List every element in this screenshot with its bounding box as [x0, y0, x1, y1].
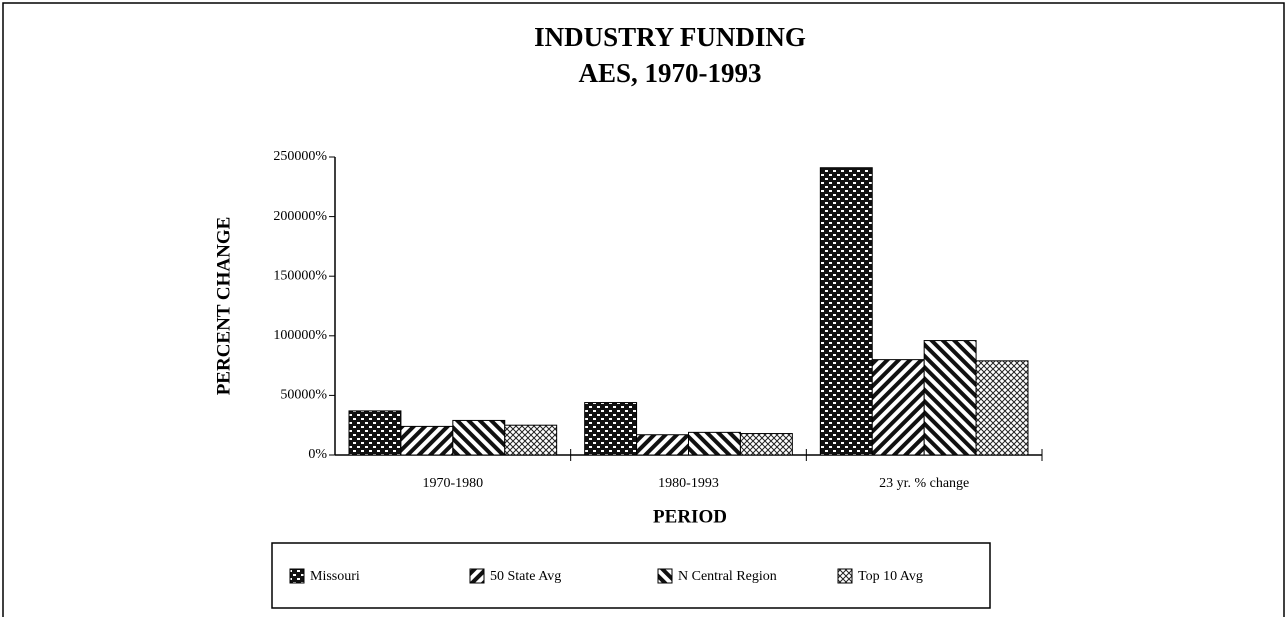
bar — [452, 419, 506, 456]
bar — [348, 410, 402, 456]
bar — [400, 425, 454, 456]
legend-swatch — [469, 568, 485, 584]
legend-box — [271, 542, 991, 609]
bar — [819, 167, 873, 456]
y-tick-label: 50000% — [280, 388, 327, 403]
legend-label: N Central Region — [678, 569, 777, 584]
y-tick-label: 200000% — [273, 209, 327, 224]
chart-title: INDUSTRY FUNDING — [534, 22, 806, 52]
bar — [739, 433, 793, 456]
y-tick-label: 250000% — [273, 149, 327, 164]
bar — [504, 424, 558, 456]
chart-subtitle: AES, 1970-1993 — [578, 58, 761, 88]
x-tick-label: 1970-1980 — [422, 476, 483, 491]
bar — [688, 431, 741, 456]
legend-label: Top 10 Avg — [858, 569, 923, 584]
x-tick-label: 23 yr. % change — [879, 476, 969, 491]
x-tick-label: 1980-1993 — [658, 476, 719, 491]
bar — [975, 360, 1029, 456]
legend-swatch — [657, 568, 673, 584]
legend-swatch — [837, 568, 853, 584]
bar — [636, 434, 689, 456]
bar — [923, 340, 977, 456]
y-tick-label: 0% — [308, 447, 327, 462]
y-tick-label: 100000% — [273, 328, 327, 343]
legend-label: 50 State Avg — [490, 569, 561, 584]
y-axis-label: PERCENT CHANGE — [213, 217, 234, 396]
bar — [871, 359, 925, 456]
bar — [584, 402, 638, 456]
x-axis-label: PERIOD — [653, 506, 727, 527]
y-tick-label: 150000% — [273, 268, 327, 283]
legend-swatch — [289, 568, 305, 584]
legend-label: Missouri — [310, 569, 360, 584]
